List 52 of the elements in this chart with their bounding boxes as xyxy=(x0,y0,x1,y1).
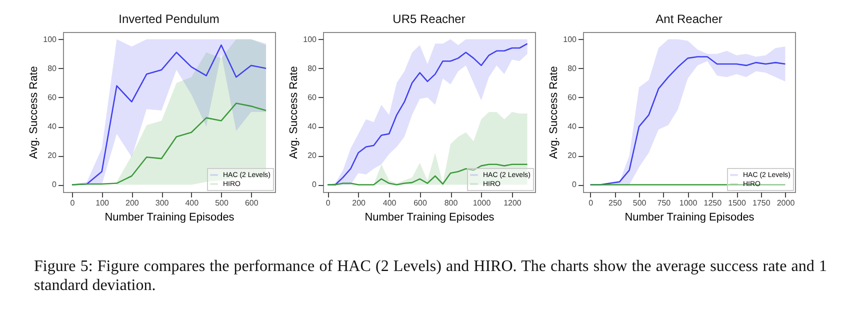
x-tick-label: 750 xyxy=(657,198,672,208)
y-axis-title: Avg. Success Rate xyxy=(548,66,560,159)
x-tick-label: 300 xyxy=(155,198,170,208)
y-tick-label: 40 xyxy=(308,122,318,132)
y-tick-label: 80 xyxy=(48,64,58,73)
x-tick-label: 100 xyxy=(96,198,110,208)
x-axis-title: Number Training Episodes xyxy=(364,212,495,224)
y-tick-label: 0 xyxy=(312,180,318,190)
x-tick-label: 1200 xyxy=(504,198,522,208)
x-tick-label: 200 xyxy=(125,198,140,208)
x-tick-label: 600 xyxy=(244,198,259,208)
y-axis-title: Avg. Success Rate xyxy=(288,66,300,159)
x-tick-label: 0 xyxy=(70,198,76,208)
y-tick-label: 0 xyxy=(572,180,578,190)
x-axis-title: Number Training Episodes xyxy=(104,212,235,224)
y-tick-label: 60 xyxy=(48,92,58,102)
y-tick-label: 100 xyxy=(43,34,58,44)
x-tick-label: 800 xyxy=(444,198,458,208)
y-tick-label: 60 xyxy=(308,92,318,102)
y-tick-label: 20 xyxy=(48,151,58,160)
y-tick-label: 100 xyxy=(563,34,578,44)
y-tick-label: 60 xyxy=(568,92,578,102)
x-tick-label: 500 xyxy=(632,198,647,208)
x-tick-label: 200 xyxy=(352,198,366,208)
y-tick-label: 20 xyxy=(308,151,318,160)
x-tick-label: 2000 xyxy=(776,198,796,208)
y-tick-label: 40 xyxy=(48,122,58,132)
x-tick-label: 1750 xyxy=(752,198,771,208)
x-tick-label: 0 xyxy=(588,198,594,208)
x-tick-label: 1250 xyxy=(704,198,722,208)
y-tick-label: 100 xyxy=(303,34,318,44)
x-tick-label: 0 xyxy=(326,198,331,208)
x-axis-title: Number Training Episodes xyxy=(624,212,755,224)
x-tick-label: 400 xyxy=(382,198,397,208)
x-tick-label: 600 xyxy=(414,198,428,208)
y-tick-label: 80 xyxy=(568,64,578,73)
y-tick-label: 40 xyxy=(568,122,578,132)
x-tick-label: 500 xyxy=(215,198,229,208)
chart-title: Ant Reacher xyxy=(656,12,722,26)
chart-title: Inverted Pendulum xyxy=(118,12,220,26)
chart-title: UR5 Reacher xyxy=(392,12,466,26)
caption: Figure 5: Figure compares the performance of HAC (2 Levels) and HIRO. The charts show the average success rate and 1 standard deviation. xyxy=(34,257,827,295)
line-series xyxy=(326,164,528,186)
x-tick-label: 400 xyxy=(185,198,200,208)
x-tick-label: 1000 xyxy=(472,198,492,208)
x-tick-label: 250 xyxy=(608,198,622,208)
y-tick-label: 0 xyxy=(52,180,58,190)
y-axis-title: Avg. Success Rate xyxy=(28,66,40,159)
x-tick-label: 1500 xyxy=(728,198,746,208)
x-tick-label: 1000 xyxy=(679,198,698,208)
y-tick-label: 80 xyxy=(308,64,318,73)
y-tick-label: 20 xyxy=(568,151,578,160)
